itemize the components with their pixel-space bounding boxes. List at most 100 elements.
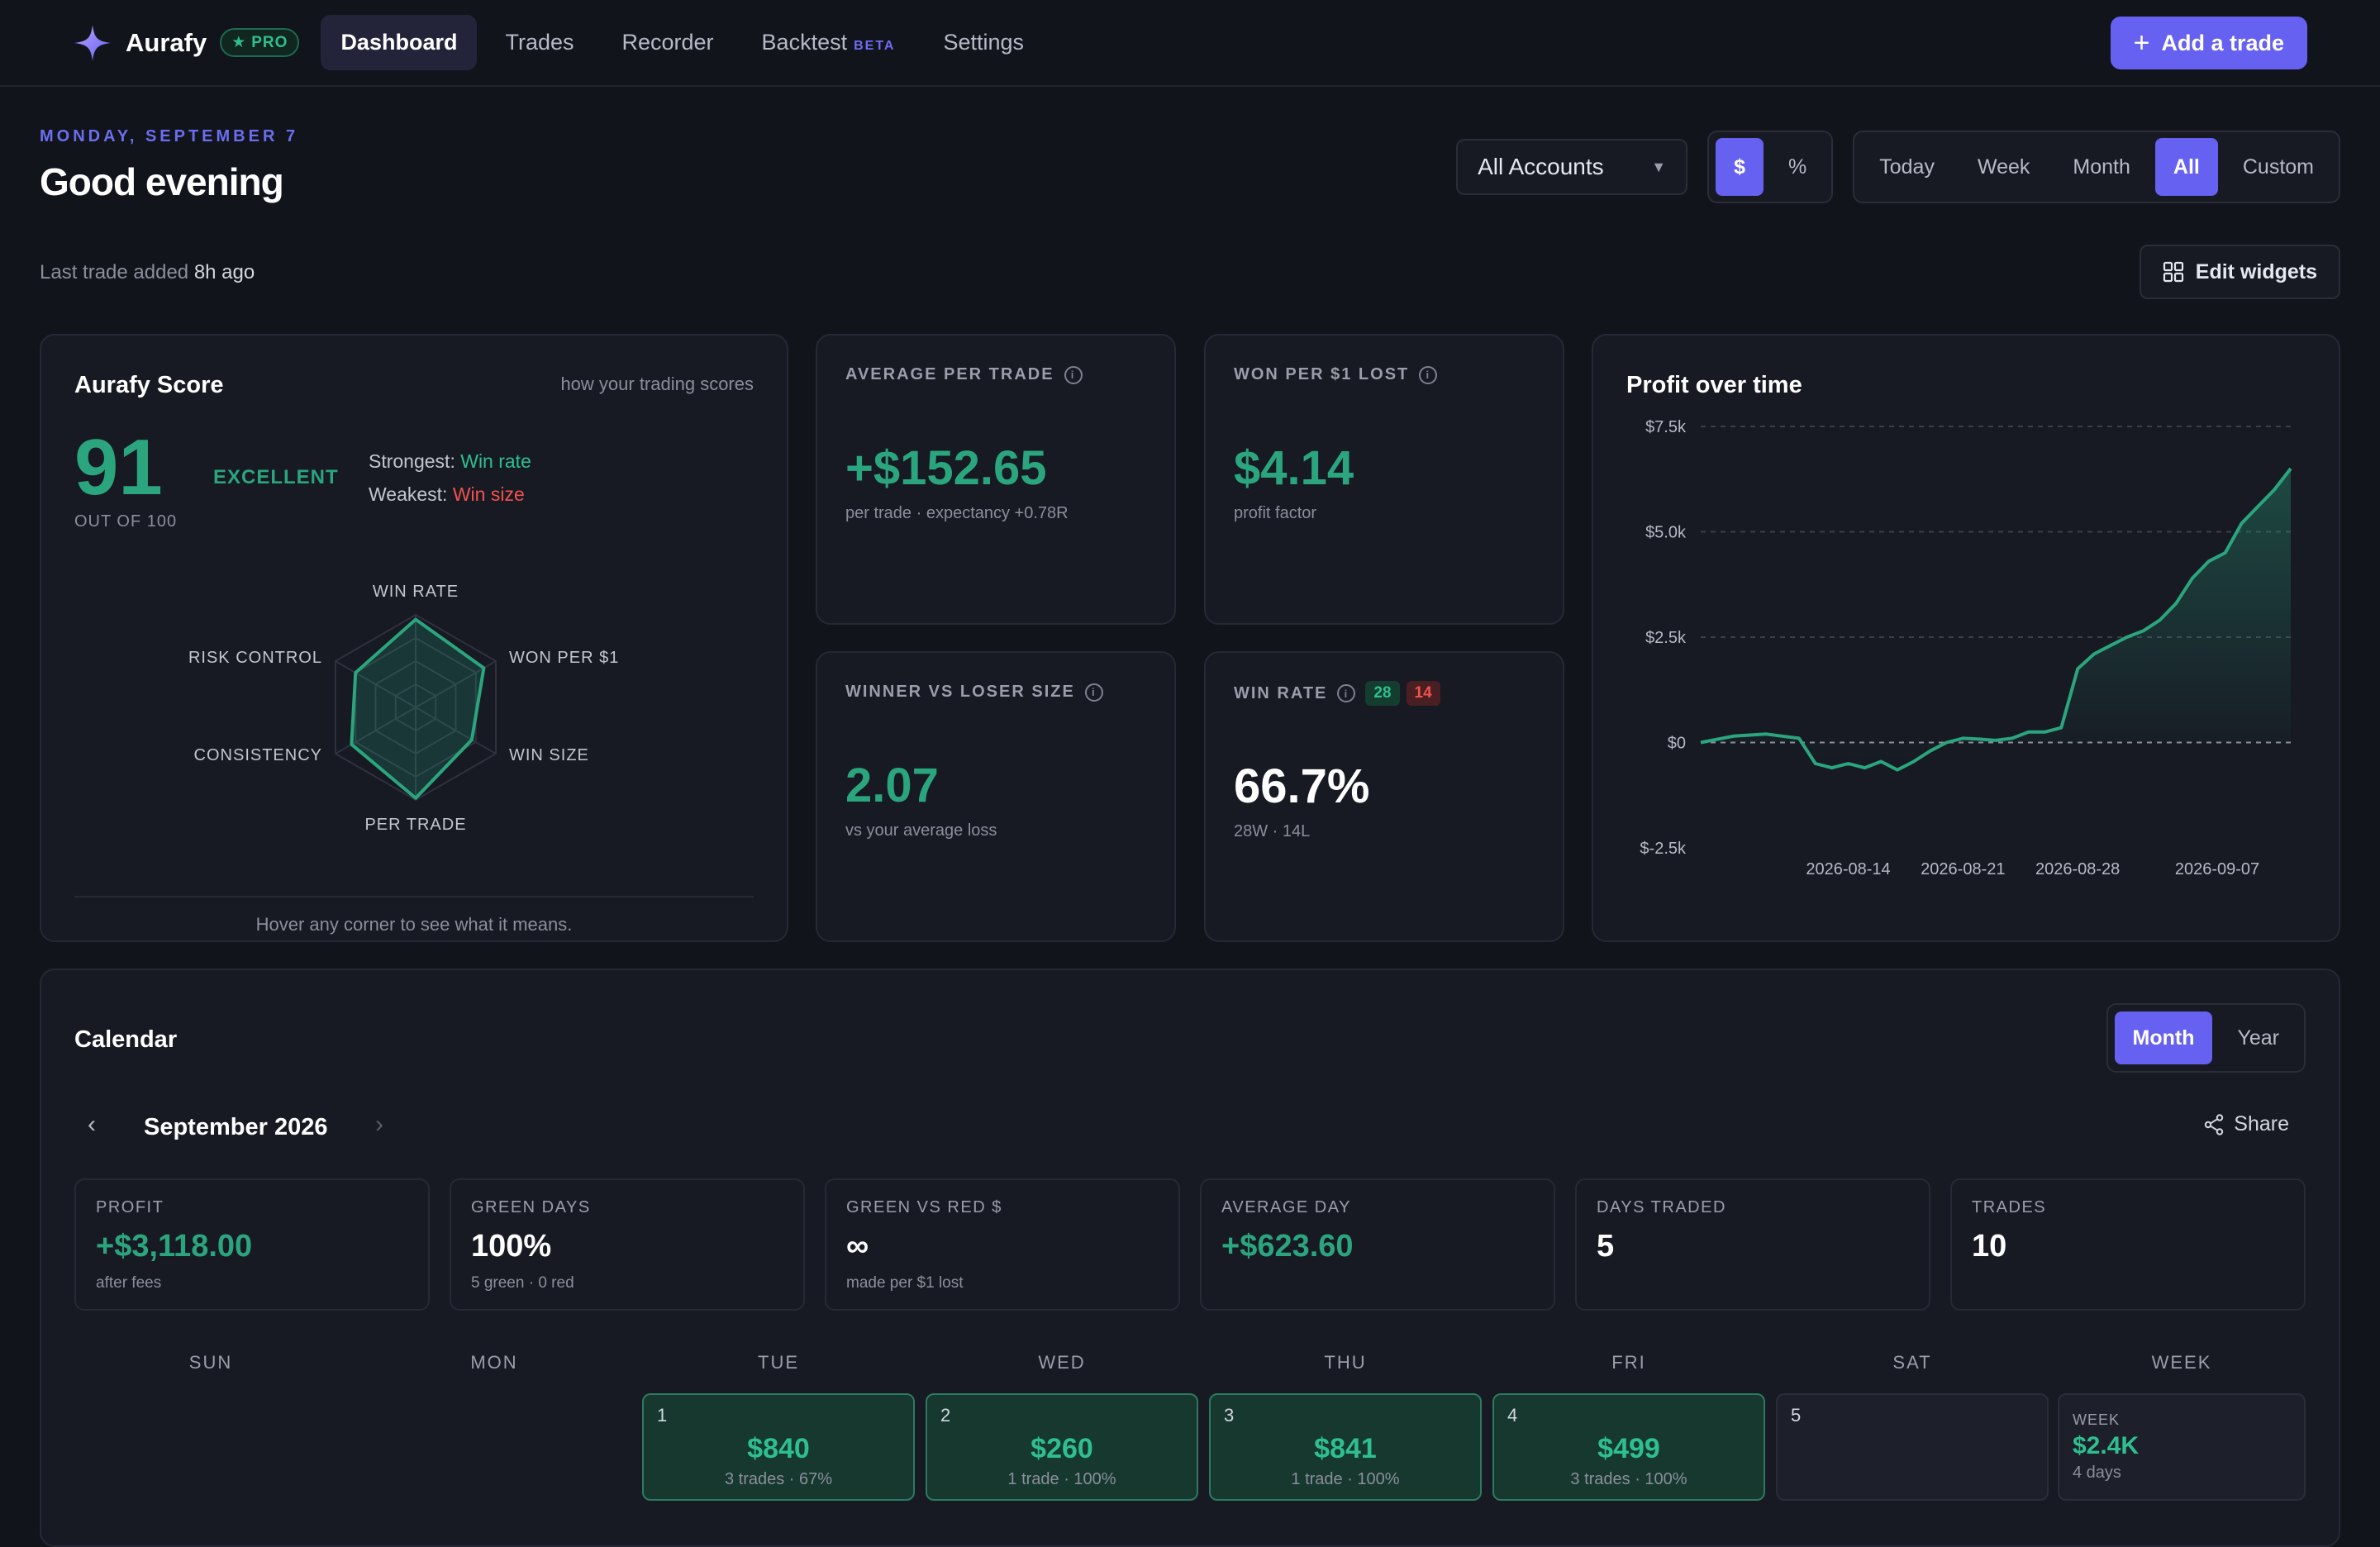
day-number: 4 — [1507, 1405, 1518, 1426]
unit-dollar-button[interactable]: $ — [1716, 138, 1764, 196]
score-value: 91 — [74, 423, 163, 512]
add-trade-button[interactable]: + Add a trade — [2110, 17, 2307, 69]
strongest-value: Win rate — [460, 450, 531, 472]
profit-line — [1700, 467, 2292, 772]
profit-chart-card: Profit over time $7.5k $5.0k $2.5k $0 $-2.5k… — [1592, 334, 2340, 942]
share-label: Share — [2234, 1112, 2289, 1135]
summary-value: 100% — [471, 1229, 552, 1264]
summary-label: GREEN VS RED $ — [846, 1198, 1002, 1216]
win-rate-label: WIN RATE i 28 14 — [1234, 681, 1535, 706]
range-month-button[interactable]: Month — [2073, 155, 2130, 178]
summary-value: 5 — [1597, 1229, 1615, 1264]
weekday-sun: SUN — [188, 1352, 233, 1373]
summary-label: DAYS TRADED — [1597, 1198, 1726, 1216]
range-week-button[interactable]: Week — [1977, 155, 2030, 178]
radar-hint: Hover any corner to see what it means. — [255, 914, 573, 935]
won-per-lost-card: WON PER $1 LOST i $4.14 profit factor — [1204, 334, 1564, 625]
calendar-year-button[interactable]: Year — [2237, 1026, 2279, 1050]
beta-tag: BETA — [854, 39, 896, 53]
page-title: Good evening — [40, 160, 284, 203]
weakest-label: Weakest: — [369, 483, 448, 505]
nav-settings[interactable]: Settings — [943, 30, 1025, 55]
weekday-mon: MON — [470, 1352, 518, 1373]
won-per-lost-label-text: WON PER $1 LOST — [1234, 365, 1410, 383]
score-info-link[interactable]: how your trading scores — [560, 374, 754, 394]
unit-percent-button[interactable]: % — [1788, 155, 1807, 178]
score-radar-chart[interactable]: WIN RATE WON PER $1 WIN SIZE PER TRADE CONSI… — [41, 575, 790, 873]
y-tick-label: $0 — [1668, 735, 1686, 753]
summary-value: ∞ — [846, 1229, 869, 1264]
info-icon[interactable]: i — [1419, 365, 1438, 384]
filter-controls: All Accounts ▼ $ % Today Week Month All … — [1456, 131, 2340, 203]
win-rate-value: 66.7% — [1234, 759, 1370, 813]
logo[interactable]: Aurafy ★ PRO — [73, 23, 300, 63]
info-icon[interactable]: i — [1337, 684, 1356, 702]
share-button[interactable]: Share — [2204, 1112, 2289, 1136]
calendar-day[interactable]: 4 $499 3 trades · 100% — [1492, 1393, 1765, 1501]
nav-backtest[interactable]: Backtest BETA — [742, 15, 916, 70]
range-custom-button[interactable]: Custom — [2242, 155, 2314, 178]
calendar-day[interactable]: 5 — [1776, 1393, 2049, 1501]
main-nav: Dashboard Trades Recorder Backtest BETA S… — [321, 15, 1044, 70]
wins-badge: 28 — [1365, 681, 1400, 706]
info-icon[interactable]: i — [1084, 683, 1103, 702]
score-out-of: OUT OF 100 — [74, 512, 178, 531]
avg-per-trade-value: +$152.65 — [845, 441, 1047, 495]
range-all-button[interactable]: All — [2154, 138, 2218, 196]
last-trade-prefix: Last trade added — [40, 261, 189, 283]
calendar-day[interactable]: 1 $840 3 trades · 67% — [642, 1393, 915, 1501]
score-title: Aurafy Score — [74, 372, 224, 398]
summary-green-vs-red: GREEN VS RED $ ∞ made per $1 lost — [825, 1178, 1180, 1311]
star-icon: ★ — [231, 34, 247, 51]
summary-value: +$3,118.00 — [96, 1229, 253, 1264]
x-tick-label: 2026-09-07 — [2175, 860, 2259, 878]
day-sub: 1 trade · 100% — [1291, 1470, 1400, 1488]
week-summary: WEEK $2.4K 4 days — [2058, 1393, 2306, 1501]
calendar-day[interactable]: 2 $260 1 trade · 100% — [926, 1393, 1198, 1501]
date-label: MONDAY, SEPTEMBER 7 — [40, 127, 299, 145]
summary-days-traded: DAYS TRADED 5 — [1575, 1178, 1930, 1311]
day-number: 1 — [657, 1405, 668, 1426]
win-rate-card: WIN RATE i 28 14 66.7% 28W · 14L — [1204, 651, 1564, 942]
x-tick-label: 2026-08-21 — [1921, 860, 2005, 878]
account-select[interactable]: All Accounts ▼ — [1456, 139, 1688, 195]
y-tick-label: $-2.5k — [1640, 840, 1687, 858]
radar-axis-label: CONSISTENCY — [194, 746, 322, 764]
summary-sub: 5 green · 0 red — [471, 1274, 574, 1292]
add-trade-label: Add a trade — [2161, 30, 2284, 55]
nav-backtest-label: Backtest — [761, 30, 848, 55]
pro-badge-label: PRO — [251, 33, 288, 51]
calendar-month-button[interactable]: Month — [2114, 1011, 2213, 1064]
day-profit: $260 — [1031, 1433, 1093, 1464]
summary-sub: after fees — [96, 1274, 162, 1292]
share-icon — [2205, 1113, 2224, 1135]
weekday-week: WEEK — [2151, 1352, 2212, 1373]
prev-month-button[interactable]: ‹ — [88, 1111, 96, 1138]
score-strengths: Strongest: Win rate Weakest: Win size — [369, 445, 531, 511]
calendar-day[interactable]: 3 $841 1 trade · 100% — [1209, 1393, 1482, 1501]
nav-trades[interactable]: Trades — [505, 30, 574, 55]
avg-per-trade-card: AVERAGE PER TRADE i +$152.65 per trade · … — [816, 334, 1176, 625]
nav-recorder[interactable]: Recorder — [621, 30, 714, 55]
calendar-title: Calendar — [74, 1026, 178, 1053]
radar-axis-label: RISK CONTROL — [188, 649, 322, 667]
top-bar: Aurafy ★ PRO Dashboard Trades Recorder B… — [0, 0, 2380, 87]
avg-per-trade-label-text: AVERAGE PER TRADE — [845, 365, 1054, 383]
day-sub: 3 trades · 67% — [724, 1470, 833, 1488]
edit-widgets-label: Edit widgets — [2195, 259, 2317, 283]
next-month-button[interactable]: › — [375, 1111, 383, 1138]
divider — [74, 896, 754, 897]
profit-chart[interactable]: $7.5k $5.0k $2.5k $0 $-2.5k 2026-08-14 2026-08… — [1593, 410, 2342, 939]
last-trade-status: Last trade added 8h ago — [40, 261, 255, 284]
range-today-button[interactable]: Today — [1879, 155, 1935, 178]
x-tick-label: 2026-08-14 — [1806, 860, 1890, 878]
won-per-lost-sub: profit factor — [1234, 504, 1317, 522]
info-icon[interactable]: i — [1064, 365, 1083, 384]
nav-dashboard[interactable]: Dashboard — [321, 15, 478, 70]
y-tick-label: $7.5k — [1645, 418, 1687, 436]
summary-sub: made per $1 lost — [846, 1274, 964, 1292]
y-tick-label: $2.5k — [1645, 629, 1687, 647]
radar-axis-label: WIN SIZE — [509, 746, 589, 764]
edit-widgets-button[interactable]: Edit widgets — [2139, 245, 2340, 299]
avg-per-trade-label: AVERAGE PER TRADE i — [845, 365, 1146, 384]
